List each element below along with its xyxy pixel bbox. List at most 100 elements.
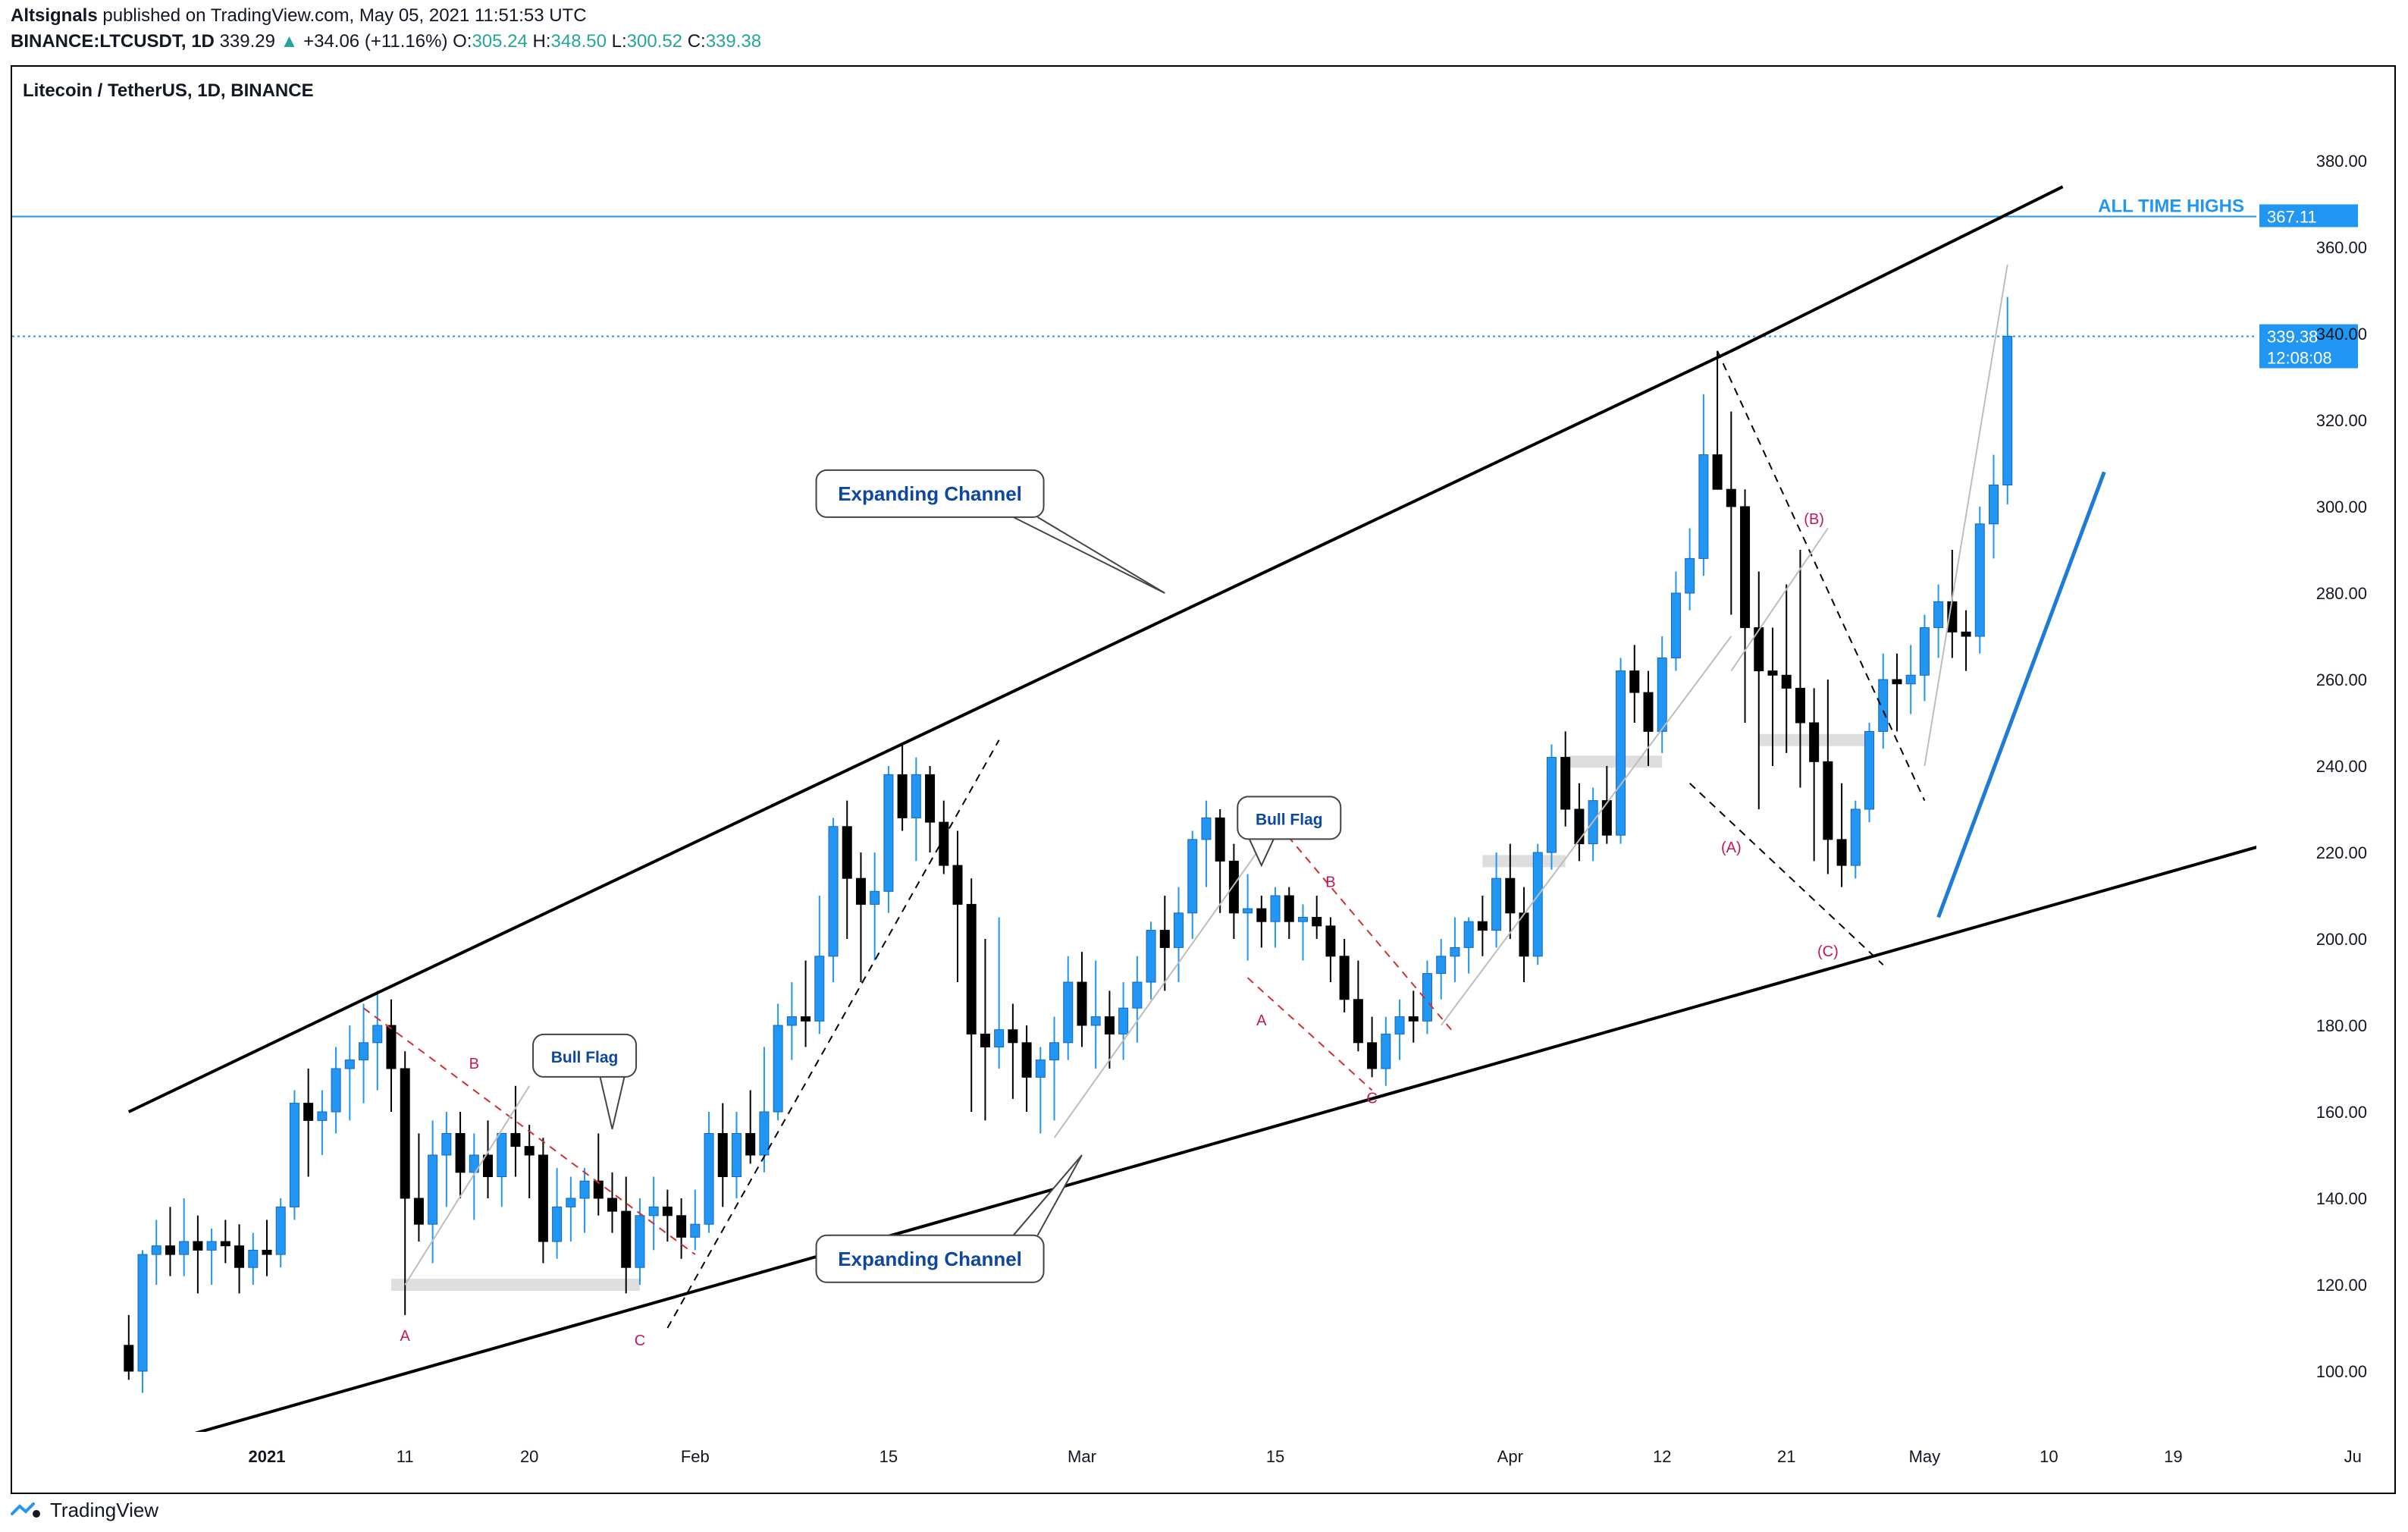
candle-body — [262, 1249, 272, 1255]
candle-body — [510, 1133, 521, 1147]
symbol-name: BINANCE:LTCUSDT, 1D — [11, 31, 215, 52]
y-tick-label: 380.00 — [2316, 152, 2367, 171]
x-tick-label: Apr — [1497, 1447, 1523, 1466]
x-tick-label: May — [1909, 1447, 1941, 1466]
candle-body — [1035, 1060, 1046, 1078]
trend-line — [404, 1085, 531, 1286]
all-time-highs-label: ALL TIME HIGHS — [2098, 196, 2244, 216]
price-line-label-box — [2259, 204, 2358, 228]
wave-label: B — [469, 1056, 479, 1072]
candle-body — [579, 1180, 590, 1199]
candle-body — [966, 903, 977, 1034]
wave-label: A — [1256, 1012, 1267, 1029]
candle-body — [1740, 506, 1751, 629]
callout: Bull Flag — [1237, 796, 1342, 868]
candle-body — [759, 1111, 770, 1156]
candle-body — [814, 956, 825, 1022]
candle-body — [1132, 981, 1143, 1009]
candle-body — [1063, 981, 1074, 1044]
candle-body — [428, 1154, 438, 1225]
wave-label: (B) — [1804, 511, 1824, 528]
candle-body — [1809, 722, 1820, 762]
y-tick-label: 200.00 — [2316, 930, 2367, 949]
candle-body — [676, 1215, 687, 1238]
candle-body — [842, 826, 852, 879]
trend-line — [194, 846, 2256, 1432]
candle-body — [469, 1154, 479, 1173]
candle-body — [1629, 670, 1640, 693]
x-tick-label: 11 — [397, 1447, 414, 1466]
trend-line — [127, 997, 365, 1113]
y-tick-label: 280.00 — [2316, 584, 2367, 603]
candle-body — [400, 1068, 410, 1199]
candle-body — [1989, 485, 1999, 525]
y-tick-label: 120.00 — [2316, 1276, 2367, 1295]
candle-body — [717, 1133, 728, 1177]
candle-body — [1864, 730, 1875, 810]
candle-body — [1477, 921, 1488, 931]
candle-body — [179, 1241, 190, 1255]
candle-body — [925, 774, 936, 823]
candle-body — [289, 1103, 299, 1207]
y-tick-label: 100.00 — [2316, 1362, 2367, 1381]
candle-body — [1463, 921, 1474, 948]
trend-line — [1261, 804, 1456, 1035]
candle-body — [952, 865, 963, 905]
candle-body — [331, 1068, 341, 1113]
trend-line — [1730, 185, 2064, 353]
candle-body — [704, 1133, 714, 1225]
candle-body — [828, 826, 839, 957]
candle-body — [1560, 757, 1571, 810]
candle-body — [786, 1016, 797, 1026]
candle-body — [1823, 761, 1833, 840]
candle-body — [124, 1345, 134, 1372]
candle-body — [455, 1133, 466, 1173]
tradingview-brand[interactable]: TradingView — [50, 1498, 159, 1521]
candle-body — [1174, 912, 1184, 948]
trend-line — [1688, 783, 1884, 965]
callout-label: Bull Flag — [551, 1049, 619, 1066]
candle-body — [317, 1111, 328, 1121]
chart-title: Litecoin / TetherUS, 1D, BINANCE — [23, 80, 314, 101]
publish-info: Altsignals published on TradingView.com,… — [11, 5, 587, 27]
candle-body — [1312, 917, 1322, 927]
trend-line — [362, 349, 1732, 1001]
candle-body — [773, 1025, 783, 1113]
wave-label: A — [400, 1328, 411, 1345]
chart-frame[interactable] — [11, 65, 2396, 1494]
candle-body — [939, 821, 949, 866]
tradingview-logo-icon — [11, 1502, 40, 1518]
highlight-zone — [1482, 855, 1566, 868]
callout-box — [815, 1234, 1045, 1283]
candle-body — [648, 1206, 659, 1216]
candle-body — [1450, 947, 1460, 957]
candle-body — [1657, 658, 1667, 732]
candle-body — [1228, 860, 1239, 914]
callout: Bull Flag — [532, 1033, 638, 1130]
x-tick-label: 15 — [1266, 1447, 1284, 1466]
publisher-name[interactable]: Altsignals — [11, 5, 98, 26]
candle-body — [566, 1198, 576, 1207]
candle-body — [1187, 839, 1198, 914]
candle-body — [1712, 454, 1723, 490]
candle-body — [1685, 557, 1695, 594]
x-tick-label: 2021 — [249, 1447, 286, 1466]
candle-body — [1408, 1016, 1419, 1022]
candle-body — [980, 1033, 990, 1048]
y-tick-label: 300.00 — [2316, 498, 2367, 516]
y-tick-label: 320.00 — [2316, 411, 2367, 430]
candle-body — [1381, 1033, 1391, 1069]
candle-body — [1767, 670, 1778, 676]
highlight-zone — [390, 1279, 640, 1291]
candle-body — [552, 1206, 563, 1242]
candle-body — [1643, 692, 1654, 732]
candle-body — [497, 1133, 507, 1177]
y-tick-label: 340.00 — [2316, 325, 2367, 344]
callout-box — [532, 1033, 638, 1078]
x-tick-label: 15 — [879, 1447, 898, 1466]
x-tick-label: Mar — [1068, 1447, 1096, 1466]
candle-body — [538, 1154, 548, 1242]
x-tick-label: Ju — [2344, 1447, 2362, 1466]
candle-body — [1933, 601, 1944, 629]
